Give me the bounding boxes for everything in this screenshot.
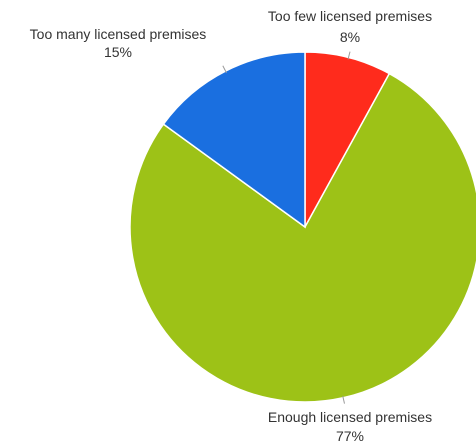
slice-value-too-few: 8% <box>340 29 360 45</box>
pie-slices <box>129 51 476 403</box>
pie-slice-too-many-leader <box>222 65 227 74</box>
slice-value-enough: 77% <box>336 428 364 444</box>
leader-lines <box>222 51 351 404</box>
pie-slice-too-few-leader <box>347 51 351 60</box>
slice-label-too-few: Too few licensed premises <box>268 8 432 24</box>
pie-slice-enough-leader <box>342 395 345 404</box>
slice-label-too-many: Too many licensed premises <box>30 26 207 42</box>
slice-label-enough: Enough licensed premises <box>268 409 432 425</box>
slice-value-too-many: 15% <box>104 44 132 60</box>
